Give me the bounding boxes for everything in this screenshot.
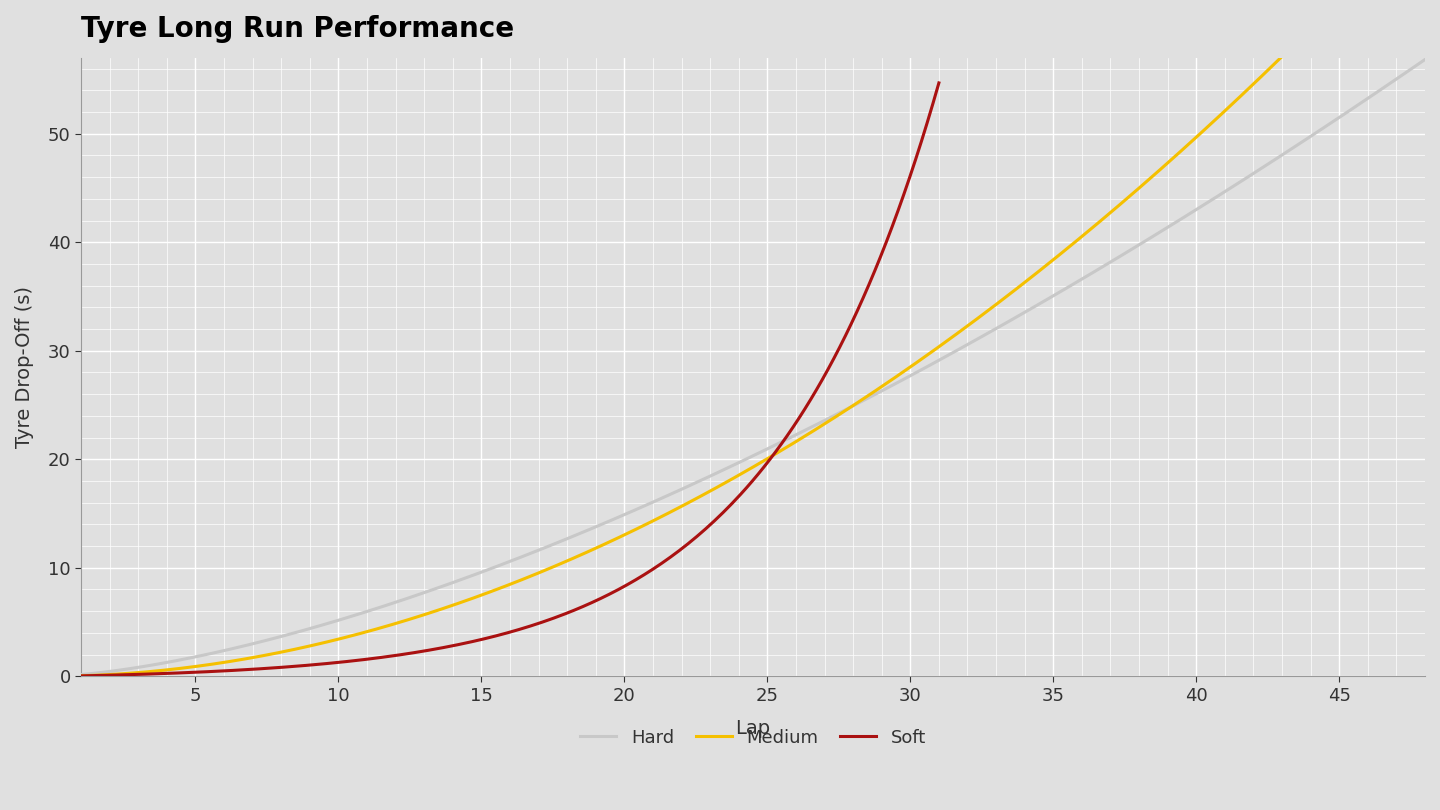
Medium xyxy=(62,671,79,681)
Hard xyxy=(1289,140,1306,150)
Medium xyxy=(1083,224,1100,234)
Hard xyxy=(58,671,75,680)
Soft xyxy=(575,602,592,612)
Hard xyxy=(867,390,884,399)
Soft xyxy=(577,600,595,610)
Text: Tyre Long Run Performance: Tyre Long Run Performance xyxy=(81,15,514,43)
Medium xyxy=(58,671,75,681)
Y-axis label: Tyre Drop-Off (s): Tyre Drop-Off (s) xyxy=(14,286,35,448)
Hard xyxy=(63,671,81,680)
Medium xyxy=(802,428,819,437)
Soft xyxy=(592,594,609,603)
Line: Soft: Soft xyxy=(66,83,939,676)
Legend: Hard, Medium, Soft: Hard, Medium, Soft xyxy=(573,722,933,754)
Soft xyxy=(848,306,865,316)
Medium xyxy=(1273,52,1290,62)
Soft xyxy=(60,671,78,681)
Line: Medium: Medium xyxy=(66,57,1282,676)
Soft xyxy=(58,671,75,681)
Hard xyxy=(1417,54,1434,64)
Medium xyxy=(782,440,799,450)
Hard xyxy=(863,392,880,402)
X-axis label: Lap: Lap xyxy=(736,718,770,738)
Medium xyxy=(1159,158,1176,168)
Soft xyxy=(793,409,811,419)
Medium xyxy=(778,443,795,453)
Line: Hard: Hard xyxy=(66,59,1426,676)
Hard xyxy=(890,377,907,387)
Hard xyxy=(1202,195,1220,205)
Soft xyxy=(930,78,948,87)
